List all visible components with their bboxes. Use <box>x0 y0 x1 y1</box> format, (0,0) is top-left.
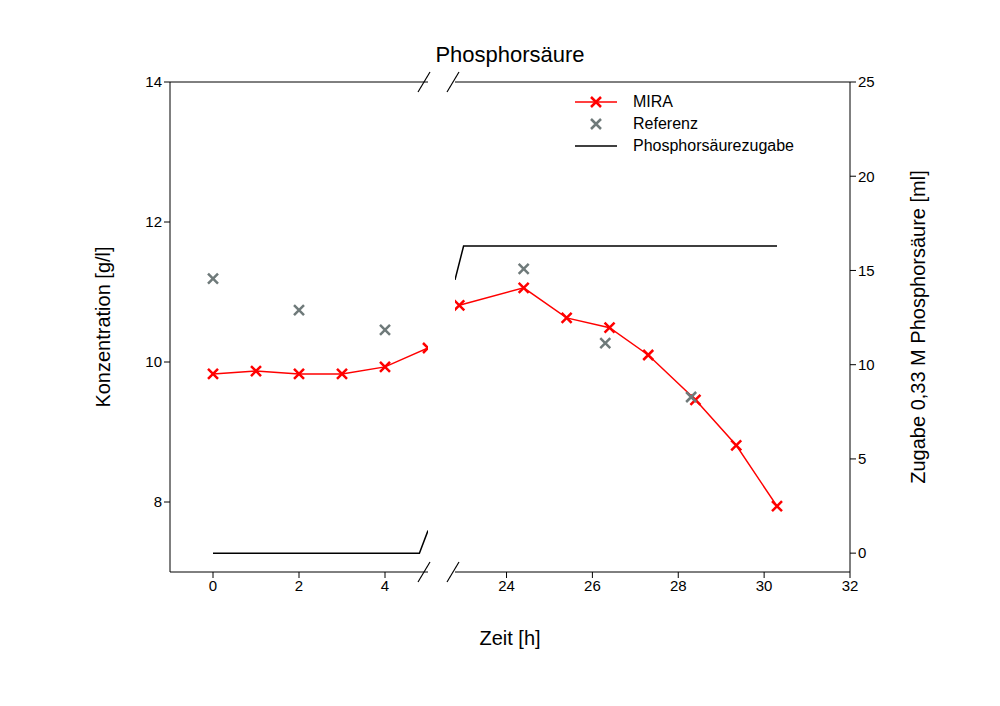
svg-text:Referenz: Referenz <box>633 115 698 132</box>
svg-text:8: 8 <box>154 493 162 510</box>
svg-text:2: 2 <box>295 577 303 594</box>
svg-text:Konzentration [g/l]: Konzentration [g/l] <box>92 246 114 407</box>
svg-text:5: 5 <box>858 450 866 467</box>
svg-text:MIRA: MIRA <box>633 93 673 110</box>
svg-text:25: 25 <box>858 73 875 90</box>
svg-text:10: 10 <box>145 353 162 370</box>
svg-text:Zugabe 0,33 M Phosphorsäure [m: Zugabe 0,33 M Phosphorsäure [ml] <box>907 170 929 484</box>
svg-text:12: 12 <box>145 213 162 230</box>
svg-text:10: 10 <box>858 356 875 373</box>
svg-text:28: 28 <box>670 577 687 594</box>
svg-text:Phosphorsäurezugabe: Phosphorsäurezugabe <box>633 137 794 154</box>
svg-text:0: 0 <box>209 577 217 594</box>
svg-text:26: 26 <box>584 577 601 594</box>
svg-text:14: 14 <box>145 73 162 90</box>
svg-text:30: 30 <box>756 577 773 594</box>
svg-text:Phosphorsäure: Phosphorsäure <box>435 42 584 67</box>
svg-text:0: 0 <box>858 544 866 561</box>
svg-text:20: 20 <box>858 168 875 185</box>
svg-text:32: 32 <box>842 577 859 594</box>
svg-text:24: 24 <box>498 577 515 594</box>
svg-text:15: 15 <box>858 262 875 279</box>
svg-text:Zeit [h]: Zeit [h] <box>479 627 540 649</box>
svg-text:4: 4 <box>381 577 389 594</box>
